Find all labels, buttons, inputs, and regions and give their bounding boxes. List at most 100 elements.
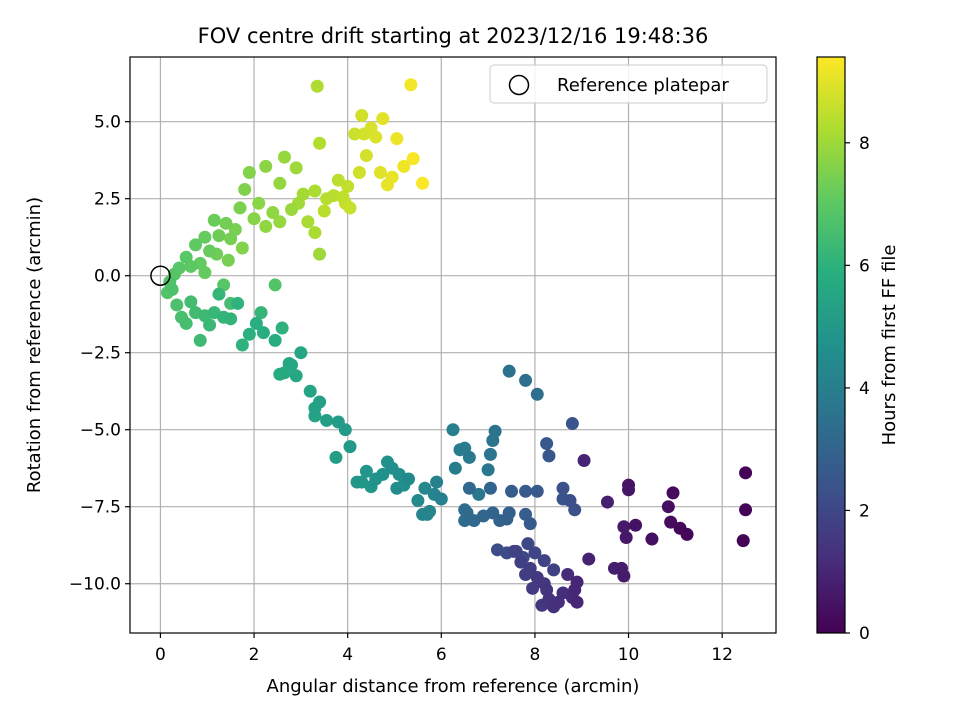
data-point <box>519 484 533 498</box>
data-point <box>418 481 432 495</box>
data-point <box>247 212 261 226</box>
data-point <box>242 166 256 180</box>
colorbar-tick-label: 0 <box>859 624 870 644</box>
data-point <box>348 127 362 141</box>
data-point <box>317 204 331 218</box>
data-point <box>664 515 678 529</box>
data-point <box>273 215 287 229</box>
data-point <box>231 296 245 310</box>
data-point <box>645 532 659 546</box>
data-point <box>329 450 343 464</box>
y-axis-label: Rotation from reference (arcmin) <box>24 197 45 493</box>
data-point <box>313 136 327 150</box>
data-point <box>320 192 334 206</box>
data-point <box>357 127 371 141</box>
data-point <box>273 176 287 190</box>
data-point <box>582 552 596 566</box>
data-point <box>212 287 226 301</box>
data-point <box>530 484 544 498</box>
data-point <box>666 486 680 500</box>
data-point <box>530 387 544 401</box>
data-point <box>165 283 179 297</box>
data-point <box>556 481 570 495</box>
y-tick-label: 2.5 <box>94 190 121 210</box>
data-point <box>207 213 221 227</box>
data-point <box>259 159 273 173</box>
colorbar-label: Hours from first FF file <box>879 245 900 446</box>
y-tick-label: 5.0 <box>94 113 121 133</box>
data-point <box>404 78 418 92</box>
data-point <box>537 554 551 568</box>
y-tick-label: −10.0 <box>69 575 121 595</box>
data-point <box>249 316 263 330</box>
data-point <box>376 467 390 481</box>
colorbar-tick-label: 2 <box>859 501 870 521</box>
reference-point <box>150 265 171 286</box>
data-point <box>235 338 249 352</box>
colorbar-tick-label: 8 <box>859 134 870 154</box>
chart-title: FOV centre drift starting at 2023/12/16 … <box>198 24 709 48</box>
data-point <box>483 481 497 495</box>
data-point <box>423 504 437 518</box>
colorbar-ticks: 0 2 4 6 8 <box>845 134 870 644</box>
data-point <box>523 561 537 575</box>
x-axis-label: Angular distance from reference (arcmin) <box>267 676 640 697</box>
x-tick-label: 6 <box>436 645 447 665</box>
data-point <box>523 517 537 531</box>
data-point <box>308 184 322 198</box>
data-point <box>256 326 270 340</box>
data-point <box>355 109 369 123</box>
data-point <box>310 79 324 93</box>
data-point <box>600 495 614 509</box>
x-tick-label: 0 <box>155 645 166 665</box>
data-point <box>540 437 554 451</box>
data-point <box>235 241 249 255</box>
data-point <box>224 312 238 326</box>
data-point <box>238 182 252 196</box>
data-point <box>416 176 430 190</box>
data-point <box>224 232 238 246</box>
data-point <box>277 150 291 164</box>
legend-frame <box>489 64 768 104</box>
data-point <box>509 544 523 558</box>
data-point <box>402 472 416 486</box>
data-point <box>352 166 366 180</box>
data-point <box>303 384 317 398</box>
data-point <box>397 159 411 173</box>
data-point <box>359 464 373 478</box>
data-point <box>338 423 352 437</box>
data-point <box>212 229 226 243</box>
data-point <box>179 316 193 330</box>
data-points <box>160 78 753 614</box>
data-point <box>266 206 280 220</box>
data-point <box>313 247 327 261</box>
data-point <box>502 364 516 378</box>
data-point <box>739 503 753 517</box>
data-point <box>434 492 448 506</box>
data-point <box>170 298 184 312</box>
data-point <box>320 413 334 427</box>
data-point <box>184 295 198 309</box>
x-tick-label: 2 <box>249 645 260 665</box>
data-point <box>570 575 584 589</box>
data-point <box>502 506 516 520</box>
data-point <box>259 219 273 233</box>
data-point <box>570 595 584 609</box>
data-point <box>331 173 345 187</box>
data-point <box>519 373 533 387</box>
data-point <box>189 238 203 252</box>
data-point <box>254 306 268 320</box>
data-point <box>505 484 519 498</box>
data-point <box>380 178 394 192</box>
data-point <box>285 358 298 372</box>
data-point <box>526 581 540 595</box>
data-point <box>629 518 643 532</box>
y-tick-label: −5.0 <box>80 421 121 441</box>
data-point <box>680 527 694 541</box>
data-point <box>198 230 212 244</box>
data-point <box>233 201 247 215</box>
data-point <box>268 278 282 292</box>
data-point <box>472 487 486 501</box>
data-point <box>203 244 217 258</box>
